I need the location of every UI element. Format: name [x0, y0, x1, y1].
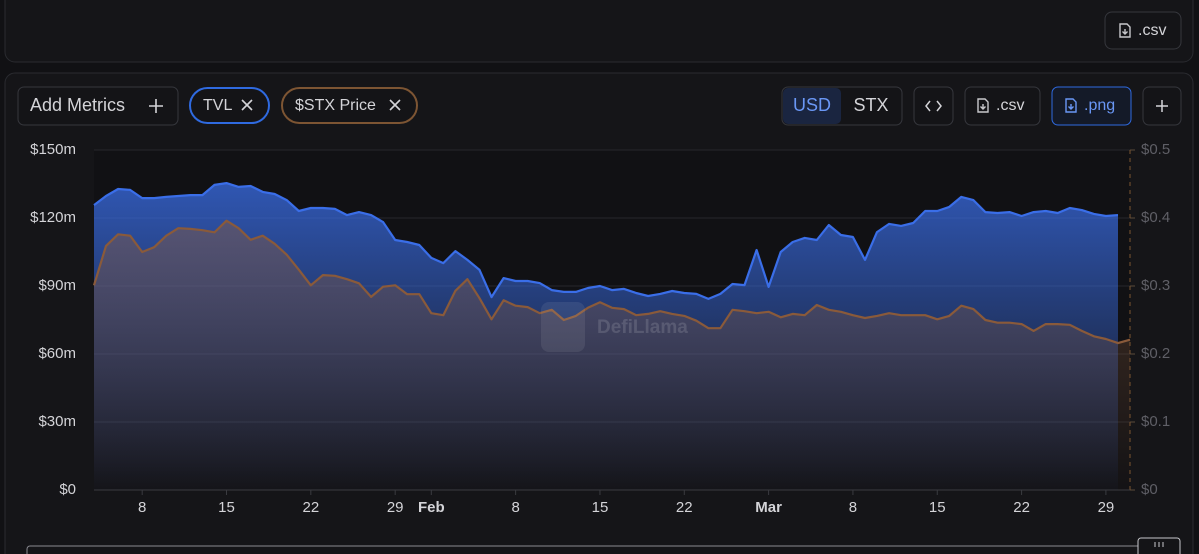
x-tick-label: 29 — [387, 499, 404, 516]
csv-button-top[interactable] — [1104, 11, 1182, 50]
remove-icon[interactable] — [389, 99, 401, 111]
y-tick-label: $150m — [30, 141, 76, 158]
add-metrics-button[interactable] — [17, 86, 179, 126]
x-tick-label: 15 — [929, 499, 946, 516]
png-label: .png — [1084, 97, 1115, 114]
tvl-pill-label: TVL — [203, 97, 232, 114]
range-brush[interactable] — [26, 545, 1153, 554]
png-button[interactable] — [1051, 86, 1132, 126]
y2-tick-label: $0.4 — [1141, 209, 1170, 226]
stx-option[interactable]: STX — [853, 95, 888, 115]
y-tick-label: $30m — [38, 413, 76, 430]
file-icon — [1119, 23, 1131, 38]
plot: $0 $30m $60m $90m $120m $150m $0 $0.1 $0.2 $0.3 $0… — [30, 141, 1170, 516]
y-tick-label: $120m — [30, 209, 76, 226]
y-tick-label: $0 — [59, 481, 76, 498]
tvl-pill[interactable] — [189, 87, 270, 124]
x-tick-label: Mar — [755, 499, 782, 516]
x-tick-label: 22 — [1013, 499, 1030, 516]
y-tick-label: $90m — [38, 277, 76, 294]
y2-tick-label: $0.1 — [1141, 413, 1170, 430]
series-area — [94, 220, 1130, 490]
x-tick-label: 22 — [302, 499, 319, 516]
y2-tick-label: $0.3 — [1141, 277, 1170, 294]
x-tick-label: 29 — [1098, 499, 1115, 516]
remove-icon[interactable] — [241, 99, 253, 111]
handle-grip — [1154, 542, 1164, 547]
x-tick-label: 8 — [849, 499, 857, 516]
x-tick-label: 22 — [676, 499, 693, 516]
csv-label: .csv — [1138, 22, 1166, 39]
csv-button[interactable] — [964, 86, 1041, 126]
y2-tick-label: $0.2 — [1141, 345, 1170, 362]
plus-icon — [149, 99, 163, 113]
file-icon — [1065, 98, 1077, 113]
y2-tick-label: $0.5 — [1141, 141, 1170, 158]
price-pill-label: $STX Price — [295, 97, 376, 114]
series-line — [92, 219, 1131, 345]
code-icon — [925, 100, 942, 112]
x-tick-label: Feb — [418, 499, 445, 516]
watermark: DefiLlama — [597, 317, 688, 338]
series-line — [93, 182, 1119, 300]
price-pill[interactable] — [281, 87, 418, 124]
x-tick-label: 15 — [592, 499, 609, 516]
usd-selected — [783, 88, 841, 124]
watermark-logo — [541, 302, 585, 352]
top-panel — [4, 0, 1194, 63]
add-metrics-label: Add Metrics — [30, 95, 125, 115]
x-tick-label: 15 — [218, 499, 235, 516]
csv-label: .csv — [996, 97, 1024, 114]
plus-icon — [1156, 100, 1168, 112]
embed-button[interactable] — [913, 86, 954, 126]
x-tick-label: 8 — [138, 499, 146, 516]
y2-tick-label: $0 — [1141, 481, 1158, 498]
y-tick-label: $60m — [38, 345, 76, 362]
file-icon — [977, 98, 989, 113]
x-tick-label: 8 — [511, 499, 519, 516]
usd-option[interactable]: USD — [793, 95, 831, 115]
